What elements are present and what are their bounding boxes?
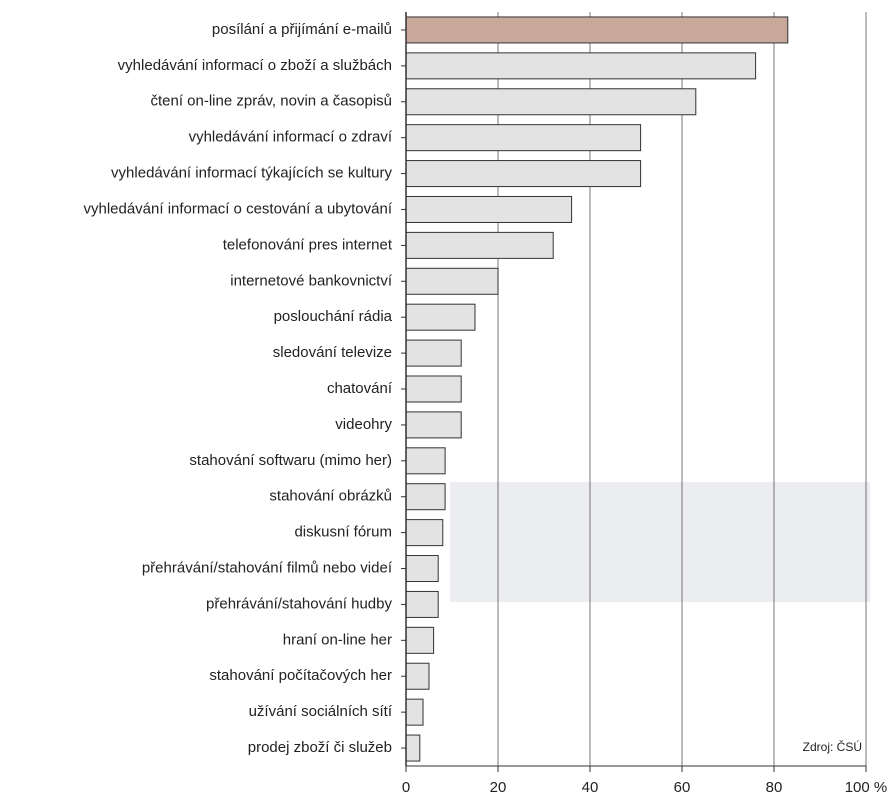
x-tick-label: 100 %	[845, 779, 888, 796]
bar	[405, 590, 439, 618]
bar	[405, 339, 462, 367]
bar	[405, 303, 476, 331]
category-label: stahování softwaru (mimo her)	[189, 452, 392, 469]
category-label: stahování obrázků	[269, 488, 392, 505]
x-tick-label: 80	[766, 779, 783, 796]
category-label: vyhledávání informací o zdraví	[189, 129, 393, 146]
bar	[405, 375, 462, 403]
category-label: čtení on-line zpráv, novin a časopisů	[150, 93, 392, 110]
category-label: posílání a přijímání e-mailů	[212, 21, 392, 38]
bar	[405, 195, 573, 223]
bar	[405, 519, 444, 547]
category-label: přehrávání/stahování filmů nebo videí	[142, 559, 393, 576]
bar	[405, 88, 697, 116]
category-label: vyhledávání informací týkajících se kult…	[111, 165, 392, 182]
category-label: diskusní fórum	[294, 524, 392, 541]
category-label: sledování televize	[273, 344, 392, 361]
x-tick-label: 20	[490, 779, 507, 796]
category-label: internetové bankovnictví	[230, 272, 393, 289]
bar	[405, 411, 462, 439]
bar	[405, 160, 642, 188]
bar	[405, 124, 642, 152]
category-label: hraní on-line her	[283, 631, 392, 648]
bar	[405, 734, 421, 762]
category-label: přehrávání/stahování hudby	[206, 595, 392, 612]
bar	[405, 483, 446, 511]
category-label: telefonování pres internet	[223, 236, 393, 253]
source-note: Zdroj: ČSÚ	[803, 739, 862, 754]
category-label: poslouchání rádia	[274, 308, 393, 325]
bar	[405, 16, 789, 44]
bar	[405, 267, 499, 295]
category-label: vyhledávání informací o zboží a službách	[118, 57, 392, 74]
bar	[405, 555, 439, 583]
background-bench	[450, 482, 870, 602]
category-label: videohry	[335, 416, 392, 433]
category-label: prodej zboží či služeb	[248, 739, 392, 756]
category-label: chatování	[327, 380, 393, 397]
bar	[405, 447, 446, 475]
x-tick-label: 40	[582, 779, 599, 796]
category-label: stahování počítačových her	[209, 667, 392, 684]
x-tick-label: 0	[402, 779, 410, 796]
category-label: užívání sociálních sítí	[249, 703, 393, 720]
bar	[405, 231, 554, 259]
bar	[405, 698, 424, 726]
bar	[405, 662, 430, 690]
bar	[405, 52, 757, 80]
x-tick-label: 60	[674, 779, 691, 796]
bar	[405, 626, 435, 654]
category-label: vyhledávání informací o cestování a ubyt…	[83, 200, 392, 217]
